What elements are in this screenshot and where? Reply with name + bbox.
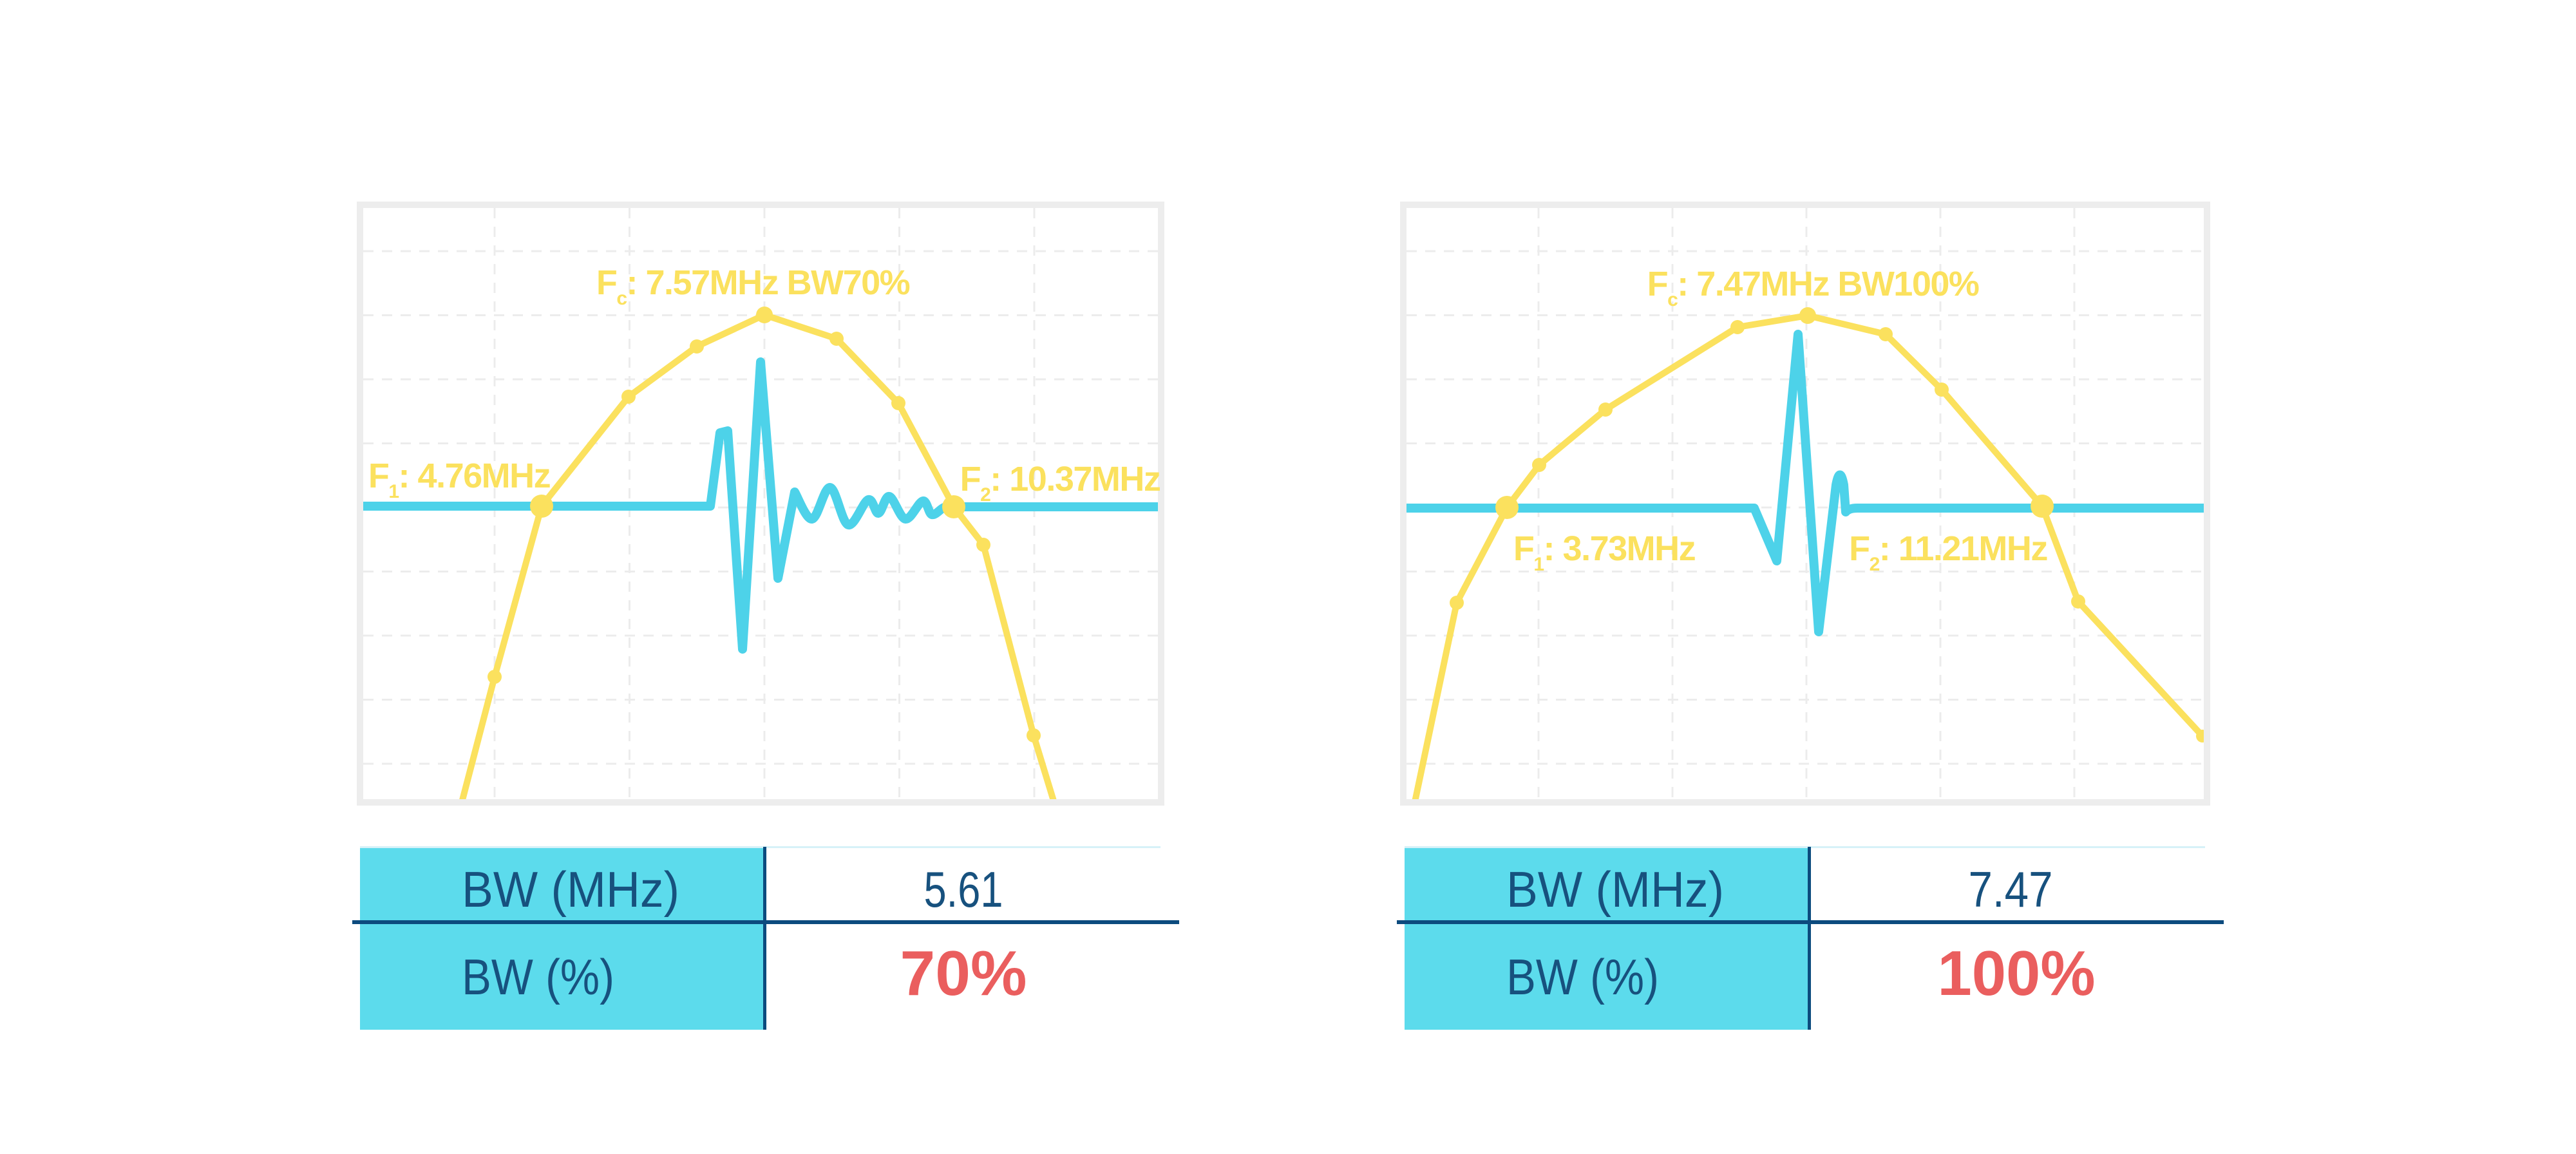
svg-text:5.61: 5.61	[924, 861, 1003, 918]
svg-text:BW (%): BW (%)	[1506, 949, 1659, 1005]
svg-text:F2: 11.21MHz: F2: 11.21MHz	[1849, 529, 2047, 575]
svg-text:BW (%): BW (%)	[462, 949, 614, 1005]
svg-text:BW (MHz): BW (MHz)	[1506, 861, 1724, 918]
svg-text:70%: 70%	[900, 938, 1027, 1008]
svg-text:100%: 100%	[1938, 938, 2096, 1008]
svg-text:F2: 10.37MHz: F2: 10.37MHz	[960, 460, 1160, 506]
svg-text:Fc: 7.47MHz BW100%: Fc: 7.47MHz BW100%	[1647, 265, 1979, 310]
svg-text:7.47: 7.47	[1969, 861, 2053, 918]
svg-text:BW (MHz): BW (MHz)	[462, 861, 679, 918]
svg-text:F1: 4.76MHz: F1: 4.76MHz	[368, 457, 551, 502]
svg-text:Fc: 7.57MHz BW70%: Fc: 7.57MHz BW70%	[596, 263, 910, 309]
svg-text:F1: 3.73MHz: F1: 3.73MHz	[1513, 529, 1696, 575]
